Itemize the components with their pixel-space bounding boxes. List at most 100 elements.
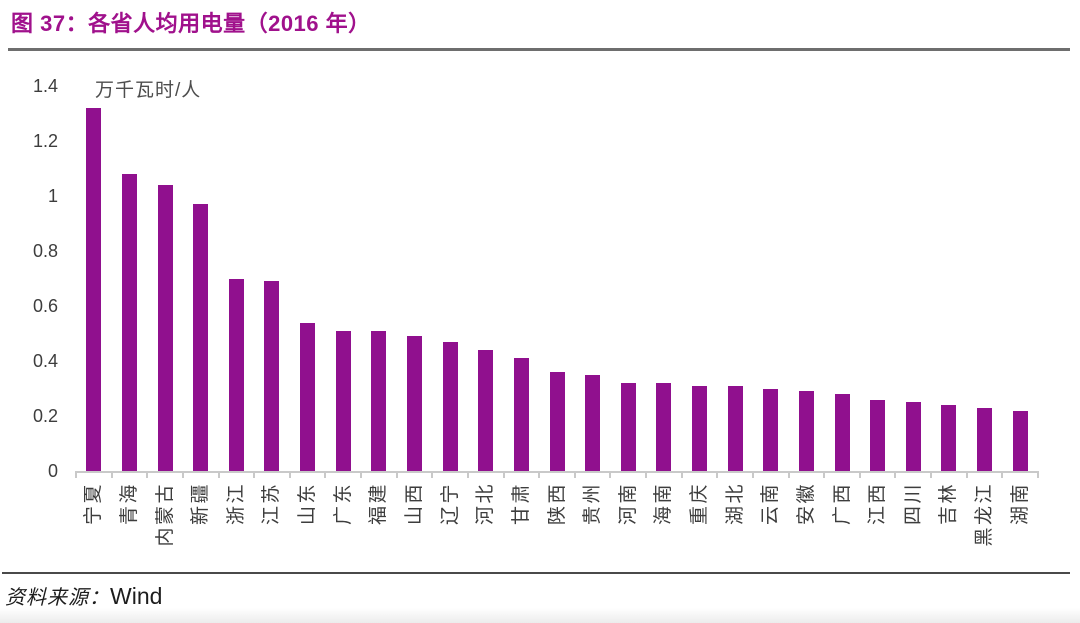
x-axis-tick-mark: [930, 471, 933, 478]
x-axis-label-黑龙江: 黑龙江: [974, 482, 996, 547]
bar-河北: [478, 350, 494, 471]
x-axis-label-湖南: 湖南: [1009, 482, 1031, 526]
bar-海南: [656, 383, 672, 471]
x-axis-label-宁夏: 宁夏: [83, 482, 105, 526]
x-axis-tick-mark: [609, 471, 612, 478]
bar-福建: [371, 330, 387, 471]
bar-湖北: [727, 385, 743, 471]
bar-广东: [335, 330, 351, 471]
x-axis-label-山东: 山东: [297, 482, 319, 526]
x-axis-label-吉林: 吉林: [938, 482, 960, 526]
x-axis-tick-mark: [110, 471, 113, 478]
source-prefix: 资料来源：: [5, 585, 110, 609]
y-axis-tick-label: 1: [47, 186, 58, 206]
figure-title: 图 37：各省人均用电量（2016 年）: [11, 11, 371, 36]
x-axis-tick-mark: [75, 471, 77, 478]
x-axis-tick-mark: [823, 471, 826, 478]
x-axis-tick-mark: [573, 471, 576, 478]
y-axis-tick-label: 0.8: [32, 241, 58, 261]
bar-江苏: [264, 281, 280, 471]
bar-吉林: [941, 405, 957, 471]
x-axis-tick-mark: [324, 471, 327, 478]
bar-湖南: [1012, 410, 1028, 471]
x-axis-tick-mark: [751, 471, 754, 478]
bar-云南: [763, 388, 779, 471]
y-axis-tick-label: 0.4: [32, 351, 58, 371]
bar-安徽: [798, 391, 814, 471]
x-axis-label-福建: 福建: [368, 482, 390, 526]
y-axis-tick-label: 0.2: [32, 406, 58, 426]
bar-江西: [870, 399, 886, 471]
bar-浙江: [228, 278, 244, 471]
x-axis-label-河南: 河南: [617, 482, 639, 526]
bar-贵州: [585, 374, 601, 471]
x-axis-label-甘肃: 甘肃: [510, 482, 532, 526]
x-axis-label-云南: 云南: [760, 482, 782, 526]
bar-宁夏: [86, 108, 102, 471]
y-axis-tick-label: 0.6: [32, 296, 58, 316]
x-axis-label-陕西: 陕西: [546, 482, 568, 526]
x-axis-label-山西: 山西: [403, 482, 425, 526]
x-axis-label-重庆: 重庆: [689, 482, 711, 526]
bar-新疆: [193, 204, 209, 471]
footer-divider-line: [2, 572, 1070, 574]
x-axis-label-广东: 广东: [332, 482, 354, 526]
y-axis-tick-label: 1.4: [32, 76, 58, 96]
x-axis-label-江苏: 江苏: [261, 482, 283, 526]
x-axis-label-广西: 广西: [831, 482, 853, 526]
bar-青海: [121, 174, 137, 471]
x-axis-tick-mark: [965, 471, 968, 478]
bar-山西: [406, 336, 422, 471]
page-bottom-shadow: [0, 608, 1080, 623]
title-divider-line: [8, 48, 1070, 51]
x-axis-tick-mark: [288, 471, 291, 478]
x-axis-tick-mark: [858, 471, 861, 478]
bar-黑龙江: [977, 407, 993, 471]
y-axis-unit-label: 万千瓦时/人: [95, 80, 202, 101]
y-axis-tick-label: 0: [47, 461, 58, 481]
bar-陕西: [549, 372, 565, 471]
bar-四川: [905, 402, 921, 471]
x-axis-tick-mark: [1037, 471, 1039, 478]
plot-area: [75, 86, 1039, 478]
x-axis-tick-mark: [395, 471, 398, 478]
bar-重庆: [692, 385, 708, 471]
x-axis-tick-mark: [680, 471, 683, 478]
x-axis-tick-mark: [716, 471, 719, 478]
x-axis-tick-mark: [217, 471, 220, 478]
bar-辽宁: [442, 341, 458, 471]
x-axis-tick-mark: [787, 471, 790, 478]
x-axis-tick-mark: [253, 471, 256, 478]
x-axis-label-新疆: 新疆: [190, 482, 212, 526]
bar-内蒙古: [157, 185, 173, 471]
x-axis-label-湖北: 湖北: [724, 482, 746, 526]
x-axis-label-青海: 青海: [118, 482, 140, 526]
y-axis-tick-label: 1.2: [32, 131, 58, 151]
x-axis-label-海南: 海南: [653, 482, 675, 526]
x-axis-label-贵州: 贵州: [582, 482, 604, 526]
x-axis-tick-mark: [894, 471, 897, 478]
x-axis-tick-mark: [1001, 471, 1004, 478]
x-axis-label-安徽: 安徽: [795, 482, 817, 526]
x-axis-tick-mark: [431, 471, 434, 478]
bar-河南: [620, 383, 636, 471]
x-axis-label-浙江: 浙江: [225, 482, 247, 526]
x-axis-label-江西: 江西: [867, 482, 889, 526]
x-axis-label-辽宁: 辽宁: [439, 482, 461, 526]
source-note: 资料来源：Wind: [5, 581, 162, 610]
x-axis-label-河北: 河北: [475, 482, 497, 526]
x-axis-tick-mark: [645, 471, 648, 478]
x-axis-tick-mark: [181, 471, 184, 478]
x-axis-label-内蒙古: 内蒙古: [154, 482, 176, 547]
x-axis-tick-mark: [146, 471, 149, 478]
x-axis-tick-mark: [502, 471, 505, 478]
x-axis-tick-mark: [538, 471, 541, 478]
bar-山东: [300, 322, 316, 471]
source-value: Wind: [110, 583, 163, 609]
x-axis-tick-mark: [360, 471, 363, 478]
x-axis-label-四川: 四川: [902, 482, 924, 526]
bar-甘肃: [513, 358, 529, 471]
x-axis-tick-mark: [466, 471, 469, 478]
bar-广西: [834, 394, 850, 471]
